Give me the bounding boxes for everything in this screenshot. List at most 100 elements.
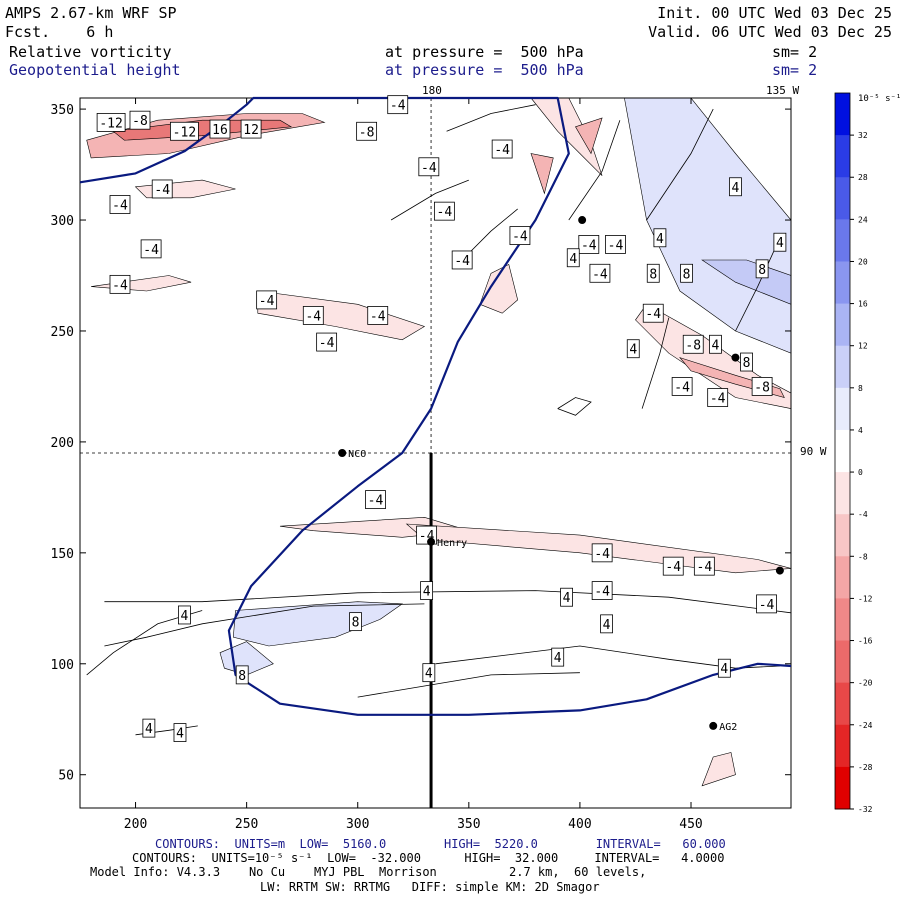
contour-label-box	[605, 235, 626, 254]
contour-label: -4	[591, 581, 613, 600]
contour-label-box	[693, 556, 715, 576]
contour-label-text: 4	[776, 236, 784, 251]
contour-label: -4	[756, 594, 777, 614]
contour-label-text: -4	[697, 560, 713, 575]
vorticity-region	[701, 752, 736, 787]
colorbar-segment	[835, 724, 850, 768]
y-tick-label: 100	[51, 658, 74, 673]
contour-label-text: -4	[259, 294, 275, 309]
contour-label: -4	[256, 290, 278, 310]
contour-label: 4	[566, 248, 580, 268]
colorbar-segment	[835, 472, 850, 515]
vorticity-contour	[435, 645, 780, 669]
contour-label: 4	[729, 177, 742, 197]
contour-label-box	[367, 306, 389, 325]
x-tick-label: 450	[679, 817, 702, 832]
contour-label: -4	[578, 235, 600, 254]
vorticity-contour	[104, 590, 792, 614]
contour-label: -4	[671, 377, 693, 396]
contour-label-box	[653, 228, 667, 248]
contour-label: -4	[418, 157, 440, 177]
contour-label-text: -4	[594, 585, 610, 600]
contour-label-box	[256, 290, 278, 310]
contour-label: 8	[680, 263, 693, 283]
vorticity-region	[257, 290, 426, 341]
contour-label-box	[566, 248, 580, 268]
contour-label: 4	[142, 718, 156, 738]
contour-label-text: -8	[132, 114, 148, 129]
top-lon-label: 180	[422, 84, 442, 97]
vorticity-region	[91, 275, 192, 292]
contour-label-box	[589, 263, 611, 283]
contour-label-box	[578, 235, 600, 254]
geopotential-contour	[79, 96, 792, 716]
contour-label-text: -4	[608, 238, 624, 253]
contour-label-box	[356, 121, 378, 141]
colorbar-segment	[835, 219, 850, 262]
colorbar-tick-label: -8	[858, 552, 868, 561]
contour-label-box	[591, 543, 613, 563]
colorbar-segment	[835, 514, 850, 557]
colorbar-tick-label: -12	[858, 594, 873, 603]
contour-label-text: -4	[154, 183, 170, 198]
colorbar-segment	[835, 345, 850, 389]
contour-label: 8	[235, 665, 249, 685]
contour-label-text: 4	[629, 343, 637, 358]
station-markers: NCO Henry AG2	[338, 216, 784, 733]
contour-label-box	[451, 250, 473, 270]
contour-label-text: -4	[390, 99, 406, 114]
contour-label-box	[387, 95, 409, 115]
vorticity-region	[530, 153, 554, 195]
contour-label-box	[109, 195, 131, 214]
contour-label-box	[209, 119, 231, 139]
contour-label-box	[560, 587, 573, 607]
vorticity-contour	[641, 317, 670, 409]
contour-label: -4	[365, 490, 386, 509]
colorbar-segment	[835, 93, 850, 136]
contour-label-box	[491, 139, 513, 159]
contour-label: -4	[451, 250, 473, 270]
contour-label-box	[773, 232, 787, 252]
contour-label: 8	[755, 259, 769, 279]
contour-label: 4	[173, 723, 187, 742]
contour-labels: -12 -8 -12 16 12 -8 -4 -4 -4 -4 -4 -4 -4 -4 -4 -4 -4 -4 4 4…	[96, 95, 787, 742]
contour-label-text: -4	[112, 199, 128, 214]
contour-label: 4	[717, 658, 731, 678]
contour-label-text: -4	[759, 598, 775, 613]
contour-label-text: 4	[712, 338, 720, 353]
colorbar: 32 28 24 20 16 12 8 4 0 -4 -8 -12 -16 -20 -24 -28 -32	[834, 92, 873, 814]
colorbar-tick-label: 0	[858, 468, 863, 477]
contour-label-text: 4	[181, 609, 189, 624]
x-tick-label: 400	[568, 817, 591, 832]
field1-name: Relative vorticity	[9, 43, 172, 61]
contour-label-text: 4	[145, 722, 153, 737]
contour-label-text: -4	[581, 238, 597, 253]
contour-label-box	[302, 306, 324, 325]
contour-label-text: 4	[423, 585, 431, 600]
contour-label: -4	[693, 556, 715, 576]
colorbar-segment	[835, 429, 850, 473]
x-tick-label: 250	[235, 817, 258, 832]
contour-label-box	[717, 658, 731, 678]
contour-label-box	[756, 594, 777, 614]
vorticity-contour	[446, 104, 536, 132]
footer-physics: LW: RRTM SW: RRTMG DIFF: simple KM: 2D S…	[260, 880, 600, 894]
contour-label-box	[349, 612, 362, 632]
right-lon-label: 90 W	[800, 445, 827, 458]
vorticity-region	[479, 263, 519, 314]
contour-label-box	[662, 556, 684, 576]
colorbar-tick-label: 28	[858, 173, 868, 182]
contour-label: -4	[662, 556, 684, 576]
vorticity-contours	[86, 104, 792, 736]
contour-label-box	[729, 177, 742, 197]
forecast-hour: Fcst. 6 h	[5, 23, 114, 41]
y-tick-label: 350	[51, 103, 74, 118]
y-tick-label: 150	[51, 547, 74, 562]
colorbar-unit: 10⁻⁵ s⁻¹	[858, 94, 900, 104]
contour-label-text: -4	[421, 161, 437, 176]
contour-label-box	[751, 377, 773, 396]
contour-label: -4	[302, 306, 324, 325]
colorbar-segment	[835, 303, 850, 347]
colorbar-tick-label: 4	[858, 426, 863, 435]
